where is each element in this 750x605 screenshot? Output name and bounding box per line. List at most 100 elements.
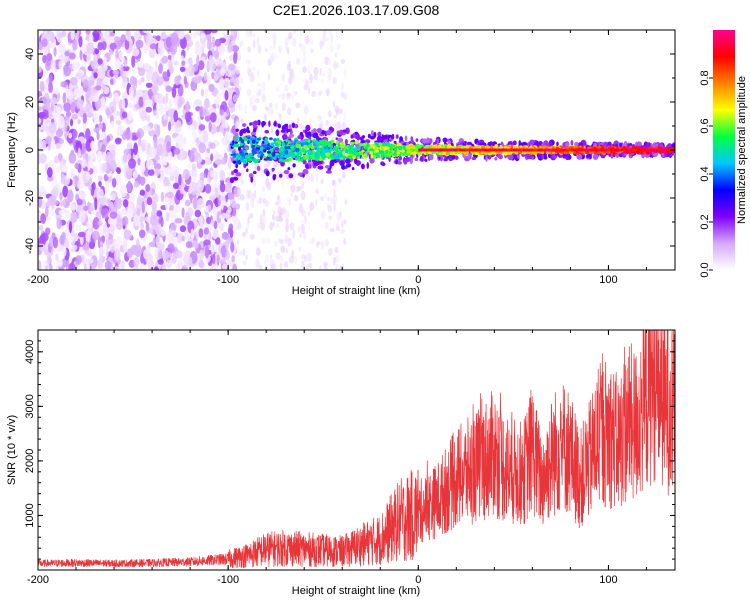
noise-cell xyxy=(210,30,218,34)
signal-halo-cell xyxy=(283,169,290,175)
signal-core-cell xyxy=(534,150,538,155)
colorbar-tick-label: 0.6 xyxy=(699,118,711,133)
noise-cell xyxy=(158,63,163,74)
noise-cell xyxy=(231,200,237,209)
signal-core-cell xyxy=(490,145,494,150)
noise-cell xyxy=(247,46,251,53)
noise-cell xyxy=(65,209,71,219)
noise-cell xyxy=(198,260,205,269)
noise-cell xyxy=(200,33,206,39)
noise-cell xyxy=(104,260,112,270)
signal-core-cell xyxy=(338,148,341,153)
signal-halo-cell xyxy=(383,134,388,140)
signal-core-cell xyxy=(320,152,326,157)
noise-cell xyxy=(148,146,157,159)
snr-x-axis-label: Height of straight line (km) xyxy=(292,585,420,597)
snr-x-tick-label: -100 xyxy=(217,574,239,586)
signal-core-cell xyxy=(283,146,289,150)
noise-cell xyxy=(86,53,92,65)
signal-halo-cell xyxy=(443,158,448,162)
signal-halo-cell xyxy=(421,138,427,144)
noise-cell xyxy=(273,39,276,50)
noise-cell xyxy=(81,158,87,169)
noise-cell xyxy=(85,30,91,35)
signal-peak-cell xyxy=(552,148,556,152)
noise-cell xyxy=(45,125,49,132)
signal-core-cell xyxy=(278,156,284,159)
signal-core-cell xyxy=(324,141,329,146)
noise-cell xyxy=(128,86,134,99)
noise-cell xyxy=(61,165,69,173)
noise-cell xyxy=(116,125,125,136)
noise-cell xyxy=(170,230,177,238)
signal-core-cell xyxy=(385,146,390,149)
snr-y-tick-label: 2000 xyxy=(24,449,36,473)
noise-cell xyxy=(131,47,140,57)
noise-cell xyxy=(66,110,72,118)
noise-cell xyxy=(325,265,328,270)
noise-cell xyxy=(216,254,220,264)
noise-cell xyxy=(149,214,158,226)
noise-cell xyxy=(182,168,190,181)
noise-cell xyxy=(193,99,202,106)
signal-peak-cell xyxy=(630,148,634,152)
signal-core-cell xyxy=(402,149,405,153)
noise-cell xyxy=(157,42,164,56)
noise-cell xyxy=(332,100,336,108)
signal-peak-cell xyxy=(493,148,497,152)
noise-cell xyxy=(199,106,203,119)
signal-peak-cell xyxy=(641,148,645,152)
signal-core-cell xyxy=(314,147,318,150)
noise-cell xyxy=(269,107,274,117)
signal-halo-cell xyxy=(603,141,608,147)
signal-core-cell xyxy=(330,139,335,144)
signal-peak-cell xyxy=(491,148,494,152)
signal-halo-cell xyxy=(494,156,498,161)
noise-cell xyxy=(286,63,291,72)
noise-cell xyxy=(58,43,66,54)
noise-cell xyxy=(278,45,282,54)
signal-halo-cell xyxy=(268,120,271,127)
noise-cell xyxy=(320,178,324,184)
noise-cell xyxy=(203,239,211,246)
signal-core-cell xyxy=(251,148,255,154)
noise-cell xyxy=(69,203,78,211)
signal-halo-cell xyxy=(233,169,239,174)
noise-cell xyxy=(328,110,332,118)
noise-cell xyxy=(281,177,285,186)
signal-peak-cell xyxy=(566,148,570,152)
noise-cell xyxy=(177,138,186,148)
noise-cell xyxy=(62,185,69,198)
noise-cell xyxy=(121,208,127,215)
signal-halo-cell xyxy=(297,172,303,177)
noise-cell xyxy=(47,82,54,94)
signal-halo-cell xyxy=(291,122,296,129)
noise-cell xyxy=(48,73,53,85)
noise-cell xyxy=(298,246,302,251)
noise-cell xyxy=(206,34,212,41)
signal-core-cell xyxy=(435,144,438,148)
signal-core-cell xyxy=(235,155,240,160)
signal-core-cell xyxy=(272,154,275,157)
signal-core-cell xyxy=(314,157,317,161)
signal-halo-cell xyxy=(329,163,332,169)
signal-peak-cell xyxy=(495,148,499,152)
signal-halo-cell xyxy=(302,168,309,175)
signal-core-cell xyxy=(402,152,406,156)
signal-core-cell xyxy=(508,151,513,155)
signal-core-cell xyxy=(474,151,478,156)
snr-x-tick-label: 100 xyxy=(599,574,617,586)
signal-core-cell xyxy=(384,142,390,147)
noise-cell xyxy=(114,248,121,261)
signal-peak-cell xyxy=(434,148,437,152)
signal-core-cell xyxy=(323,146,328,150)
signal-core-cell xyxy=(348,151,352,155)
noise-cell xyxy=(196,54,200,67)
noise-cell xyxy=(92,216,100,230)
noise-cell xyxy=(251,66,256,72)
signal-peak-cell xyxy=(479,148,483,152)
signal-halo-cell xyxy=(586,154,590,159)
noise-cell xyxy=(138,67,146,77)
noise-cell xyxy=(209,142,216,149)
noise-cell xyxy=(226,181,233,193)
